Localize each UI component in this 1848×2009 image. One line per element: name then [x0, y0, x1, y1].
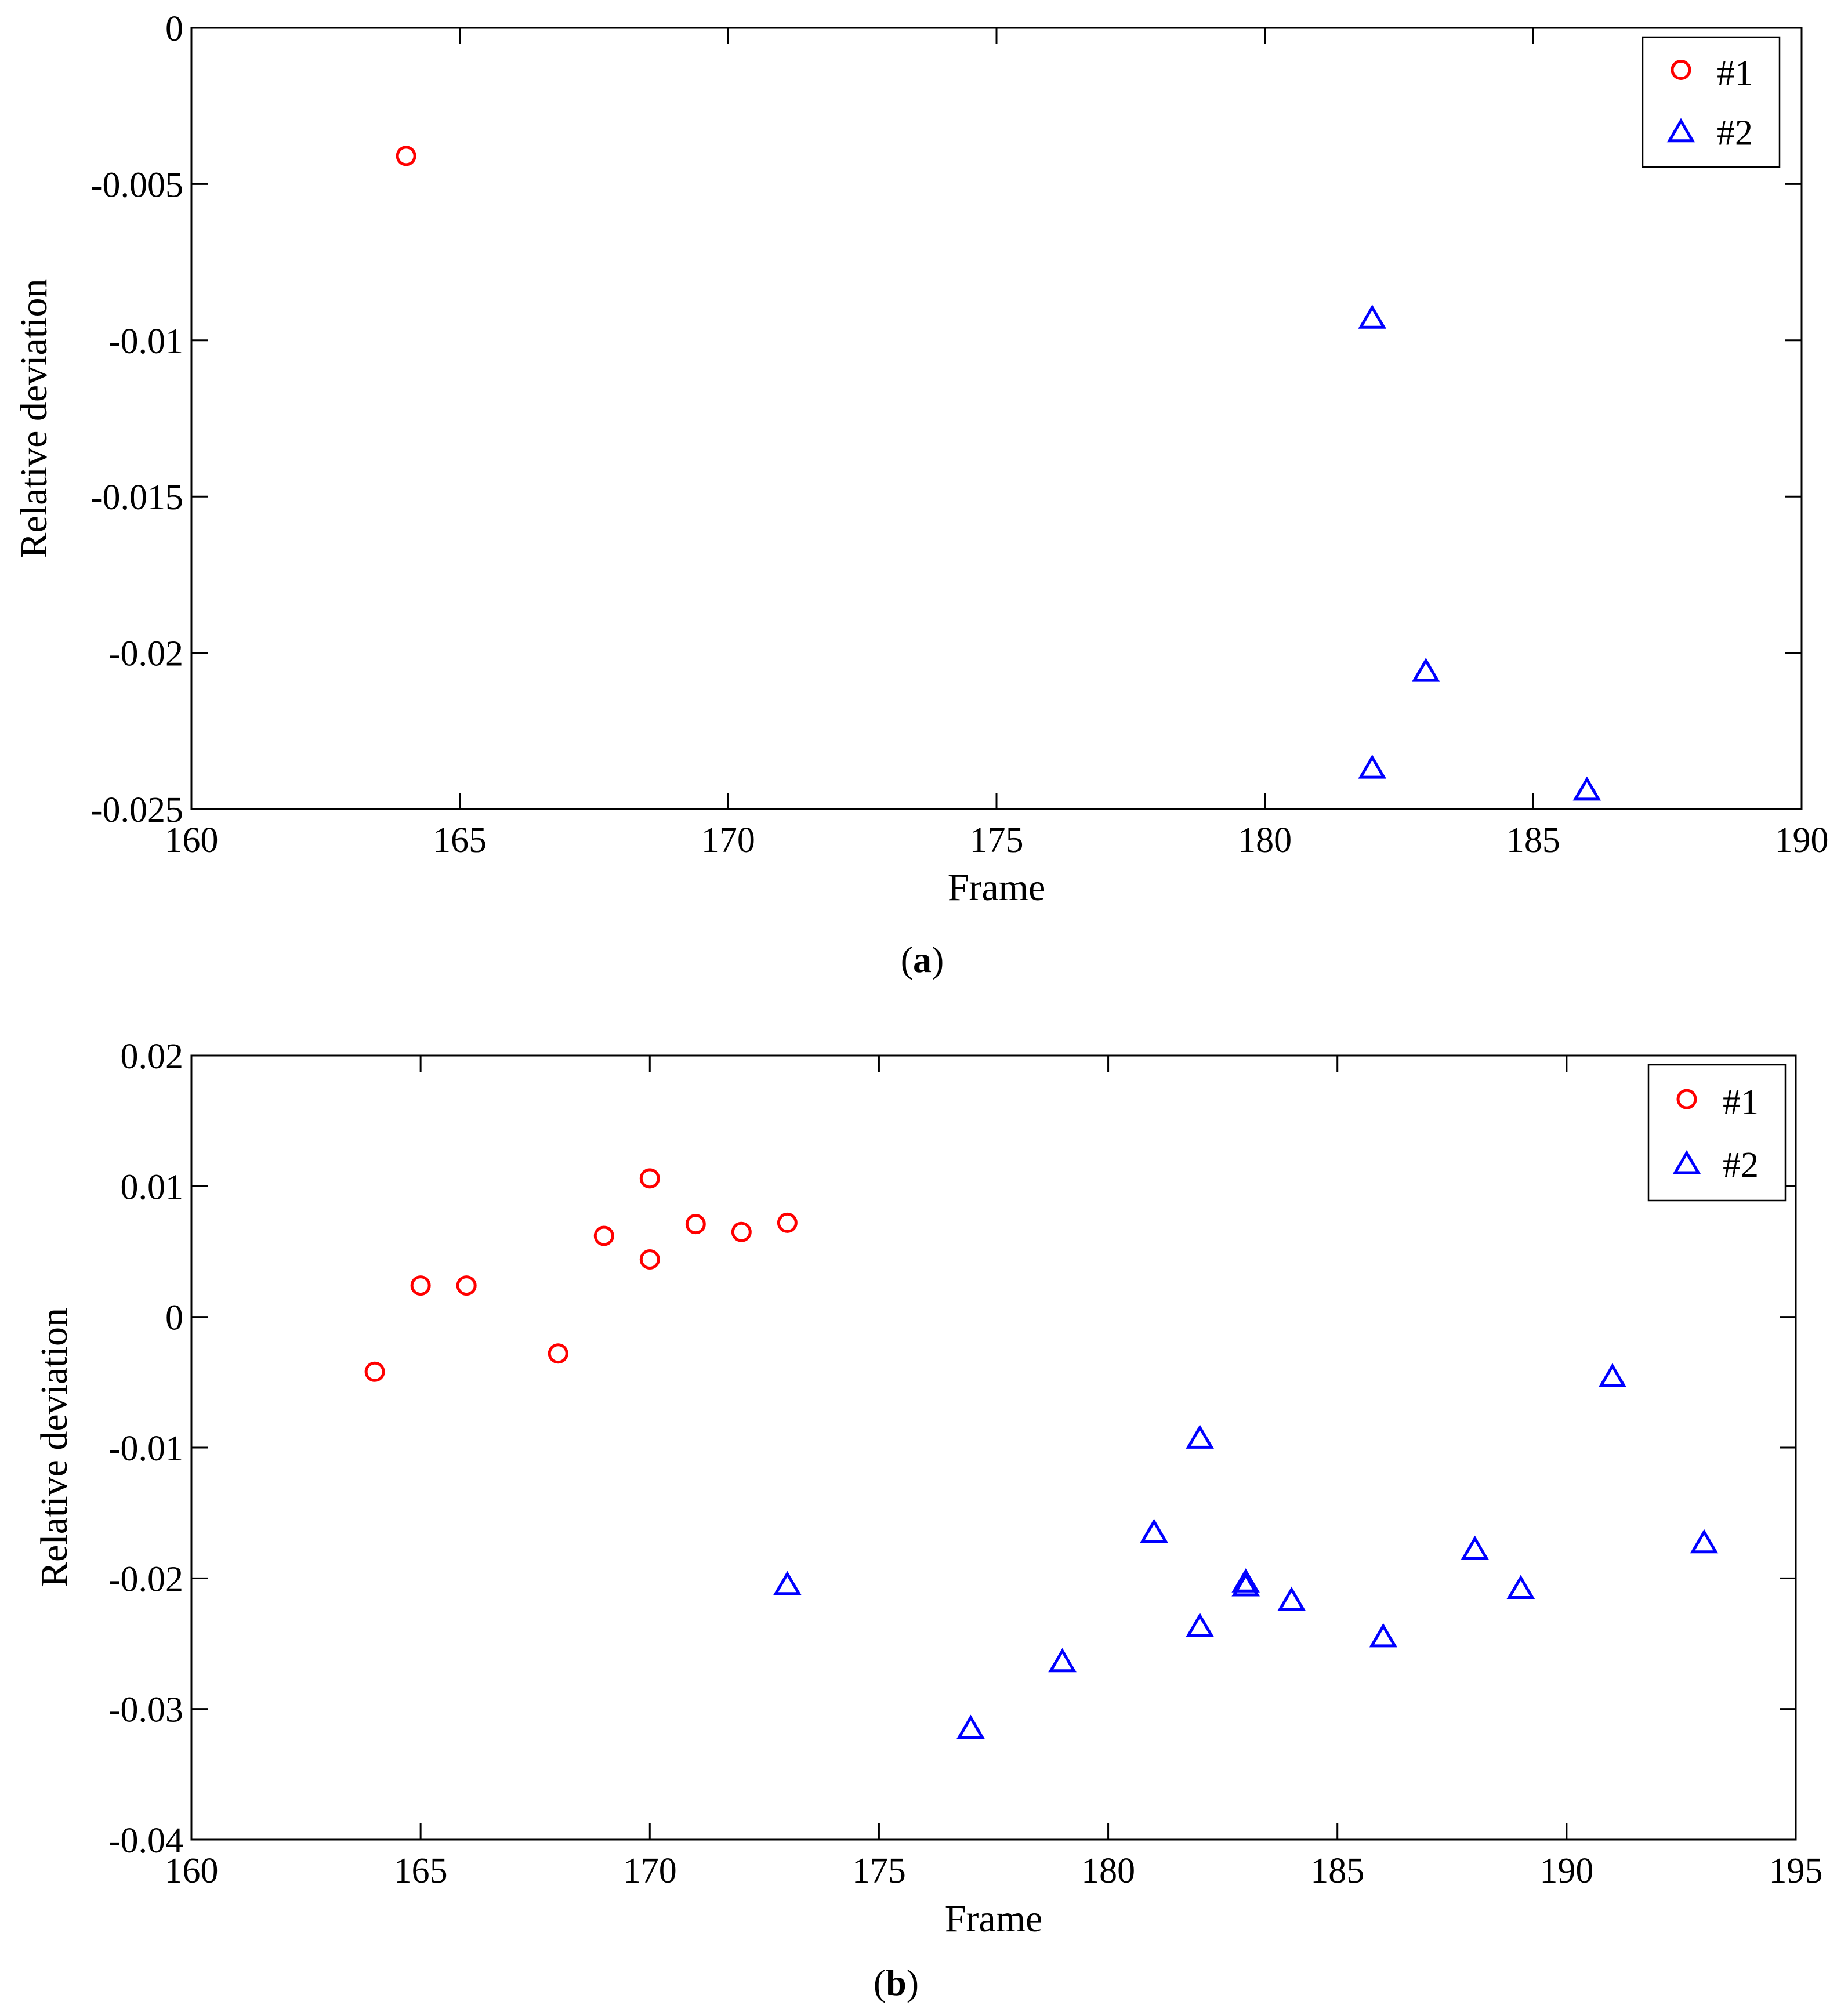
panel-b-y-tick-label: 0	[165, 1299, 183, 1338]
panel-a-caption-letter: a	[913, 939, 932, 980]
panel-a-x-tick-label: 160	[165, 821, 219, 860]
panel-b-caption-letter: b	[886, 1962, 907, 2003]
panel-b-series-1-point	[777, 1212, 798, 1233]
panel-b-series-1-point	[548, 1343, 568, 1364]
panel-a-series-2-point	[1358, 304, 1387, 329]
panel-a-y-axis-title: Relative deviation	[13, 278, 55, 558]
panel-b-x-tick-label: 160	[165, 1851, 219, 1891]
panel-b-series-2-point	[1048, 1648, 1077, 1673]
panel-b-series-2-point	[1140, 1518, 1168, 1543]
panel-b-series-2-point	[1690, 1529, 1719, 1554]
panel-b-series-2-point	[1506, 1575, 1535, 1600]
panel-a-series-2-point	[1358, 754, 1387, 779]
panel-b-legend-box	[1647, 1064, 1787, 1202]
panel-a-plot-frame	[190, 27, 1803, 810]
panel-a-y-tick-label: 0	[165, 9, 183, 49]
panel-b-series-2-point	[1369, 1623, 1398, 1648]
panel-b-series-1-point	[364, 1361, 385, 1382]
panel-b-x-tick-label: 180	[1081, 1851, 1135, 1891]
chart-panel-b: 160 165 170 175 180 185 190 195 0.02 0.01 0 -0.01 -0…	[33, 1037, 1823, 2003]
panel-b-caption-open: (	[874, 1962, 886, 2003]
panel-a-legend-marker-1	[1671, 59, 1691, 80]
panel-a-caption-close: )	[932, 939, 944, 980]
panel-b-x-axis-title: Frame	[945, 1898, 1043, 1940]
panel-b-y-tick-label: 0.02	[121, 1037, 184, 1076]
panel-b-legend-label-2: #2	[1723, 1145, 1759, 1185]
panel-b-legend: #1 #2	[1647, 1064, 1787, 1202]
panel-a-caption: (a)	[901, 939, 944, 980]
panel-b-legend-marker-2	[1672, 1149, 1701, 1174]
panel-b-series-1-point	[410, 1275, 431, 1296]
panel-a-x-tick-label: 175	[970, 821, 1024, 860]
panel-a-x-tick-label: 170	[701, 821, 755, 860]
panel-b-caption-close: )	[907, 1962, 919, 2003]
panel-b-series-1-point	[593, 1225, 614, 1246]
panel-b-series-1	[364, 1168, 798, 1382]
panel-b-x-tick-label: 165	[394, 1851, 448, 1891]
panel-b-series-2	[773, 1363, 1719, 1739]
panel-a-x-tick-label: 165	[433, 821, 487, 860]
panel-b-series-2-point	[1598, 1363, 1627, 1388]
panel-b-series-2-point	[956, 1714, 985, 1739]
panel-b-series-2-point	[1231, 1568, 1260, 1593]
panel-a-legend-box	[1642, 36, 1781, 168]
panel-b-plot-frame	[190, 1054, 1797, 1841]
panel-a-series-2-point	[1572, 776, 1601, 801]
panel-a-legend: #1 #2	[1642, 36, 1781, 168]
panel-b-y-tick-label: -0.01	[108, 1429, 183, 1468]
panel-b-x-tick-label: 175	[852, 1851, 906, 1891]
panel-a-series-2	[1358, 304, 1601, 801]
panel-a-x-tick-label: 190	[1775, 821, 1829, 860]
chart-panel-a: 160 165 170 175 180 185 190 0 -0.005 -0.01 -0.015 -…	[13, 9, 1829, 980]
panel-b-series-1-point	[456, 1275, 477, 1296]
panel-b-legend-marker-1	[1676, 1089, 1697, 1109]
panel-b-series-2-point	[1231, 1572, 1260, 1597]
panel-b-series-2-point	[1461, 1535, 1490, 1560]
panel-a-legend-label-2: #2	[1717, 114, 1753, 153]
panel-b-series-1-point	[731, 1221, 752, 1242]
panel-b-x-tick-label: 195	[1769, 1851, 1823, 1891]
panel-b-caption: (b)	[874, 1962, 919, 2003]
panel-a-x-tick-label: 180	[1238, 821, 1292, 860]
panel-a-y-tick-label: -0.01	[108, 322, 183, 361]
panel-a-legend-marker-2	[1666, 118, 1695, 143]
panel-b-x-tick-label: 170	[623, 1851, 677, 1891]
panel-b-y-tick-label: -0.03	[108, 1691, 183, 1730]
panel-a-x-axis-title: Frame	[948, 866, 1046, 909]
panel-a-series-1-point	[396, 146, 416, 166]
panel-a-series-2-point	[1411, 657, 1440, 682]
panel-b-series-2-point	[1186, 1424, 1214, 1449]
panel-b-series-2-point	[1186, 1612, 1214, 1637]
panel-b-y-tick-label: 0.01	[121, 1167, 184, 1207]
panel-b-series-1-point	[639, 1249, 660, 1270]
panel-a-y-tick-label: -0.02	[108, 634, 183, 674]
panel-a-y-tick-label: -0.005	[90, 165, 183, 205]
panel-b-series-1-point	[639, 1168, 660, 1189]
panel-a-caption-open: (	[901, 939, 913, 980]
panel-a-series-1	[396, 146, 416, 166]
panel-b-y-axis-title: Relative deviation	[33, 1308, 75, 1587]
panel-a-legend-label-1: #1	[1717, 53, 1753, 93]
panel-b-series-2-point	[1277, 1586, 1306, 1611]
panel-b-series-1-point	[685, 1214, 706, 1235]
panel-b-x-tick-label: 185	[1310, 1851, 1364, 1891]
panel-a-y-tick-label: -0.025	[90, 790, 183, 830]
panel-a-y-tick-label: -0.015	[90, 478, 183, 517]
panel-b-x-tick-label: 190	[1539, 1851, 1593, 1891]
panel-a-x-tick-label: 185	[1506, 821, 1560, 860]
panel-b-legend-label-1: #1	[1723, 1083, 1759, 1122]
panel-b-y-tick-label: -0.04	[108, 1821, 183, 1861]
panel-b-series-2-point	[773, 1571, 802, 1595]
panel-b-y-tick-label: -0.02	[108, 1560, 183, 1599]
